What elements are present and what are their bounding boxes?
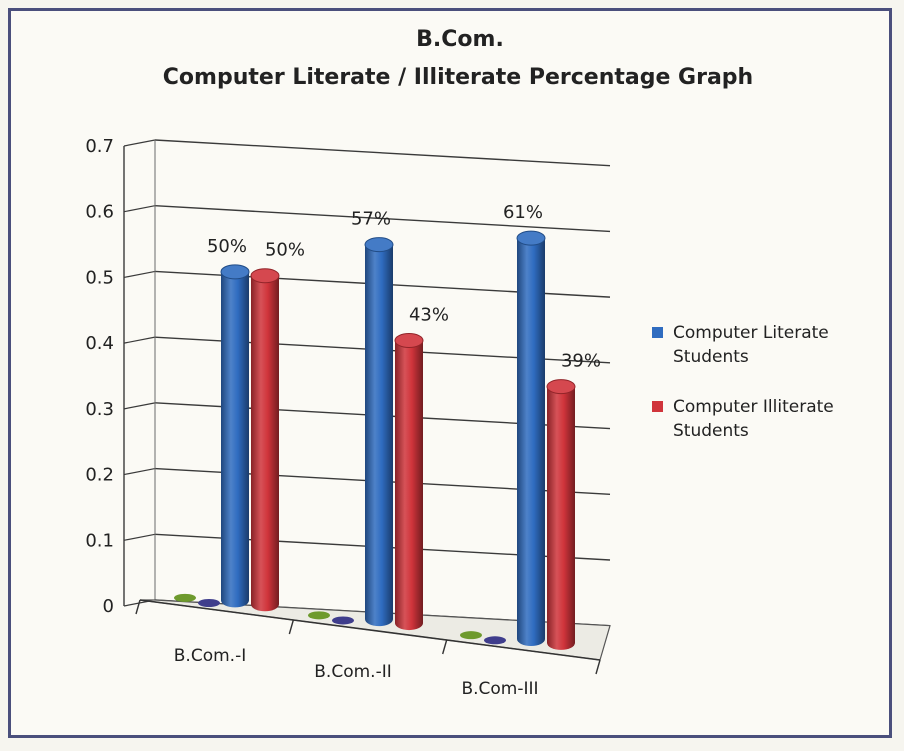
floor-marker — [332, 616, 354, 625]
legend-label: Students — [673, 421, 749, 441]
gridline — [154, 139, 611, 167]
gridline — [154, 205, 611, 233]
x-axis-line — [139, 599, 601, 661]
bar-group — [250, 268, 280, 612]
bar-top — [364, 237, 394, 253]
x-tick — [288, 619, 295, 635]
bar-top — [250, 268, 280, 284]
legend-swatch — [652, 327, 663, 338]
bar — [365, 244, 393, 627]
y-tick-label: 0 — [103, 596, 114, 617]
bar — [395, 340, 423, 631]
chart-subtitle: Computer Literate / Illiterate Percentag… — [163, 65, 753, 90]
bar-group — [516, 230, 546, 646]
bar-group — [220, 264, 250, 608]
side-gridline — [123, 139, 156, 147]
bar-top — [394, 333, 424, 349]
bar — [517, 238, 545, 646]
legend: Computer Literate Students Computer Illite… — [652, 323, 834, 441]
x-tick — [441, 639, 448, 655]
x-tick-label: B.Com.-II — [314, 662, 391, 682]
side-gridline — [123, 402, 156, 410]
data-label: 57% — [351, 209, 391, 230]
floor-marker — [308, 611, 330, 620]
bar-group — [394, 333, 424, 631]
y-tick-label: 0.7 — [85, 136, 114, 157]
bar-top — [516, 230, 546, 246]
bar-group — [364, 237, 394, 627]
side-gridline — [123, 205, 156, 213]
x-tick — [595, 659, 601, 675]
floor-marker — [174, 593, 196, 602]
data-label: 61% — [503, 202, 543, 223]
data-label: 39% — [561, 351, 601, 372]
x-tick — [135, 599, 141, 615]
y-tick-label: 0.5 — [85, 267, 114, 288]
legend-label: Computer Illiterate — [673, 397, 834, 417]
plot-area: 0 0.1 0.2 0.3 0.4 0.5 0.6 0.7 B.Com.-I B.Com.-II B… — [85, 136, 611, 699]
x-tick-label: B.Com.-I — [174, 646, 246, 666]
y-tick-label: 0.4 — [85, 333, 114, 354]
side-gridline — [123, 533, 156, 541]
x-tick-label: B.Com-III — [461, 679, 538, 699]
chart-title: B.Com. — [416, 27, 504, 52]
data-label: 50% — [207, 236, 247, 257]
side-gridline — [123, 336, 156, 344]
floor-marker — [198, 599, 220, 607]
bar — [547, 386, 575, 650]
bar — [221, 271, 249, 608]
floor-marker — [484, 636, 506, 645]
legend-label: Students — [673, 347, 749, 367]
y-tick-label: 0.1 — [85, 530, 114, 551]
data-label: 43% — [409, 305, 449, 326]
y-tick-label: 0.2 — [85, 465, 114, 486]
y-tick-label: 0.6 — [85, 202, 114, 223]
bar — [251, 275, 279, 612]
floor-marker — [460, 631, 482, 640]
side-gridline — [123, 270, 156, 279]
bar-top — [546, 379, 576, 395]
bar-top — [220, 264, 250, 280]
legend-label: Computer Literate — [673, 323, 829, 343]
side-gridline — [123, 467, 156, 476]
legend-swatch — [652, 401, 663, 412]
bar-group — [546, 379, 576, 650]
y-tick-label: 0.3 — [85, 399, 114, 420]
data-label: 50% — [265, 240, 305, 261]
